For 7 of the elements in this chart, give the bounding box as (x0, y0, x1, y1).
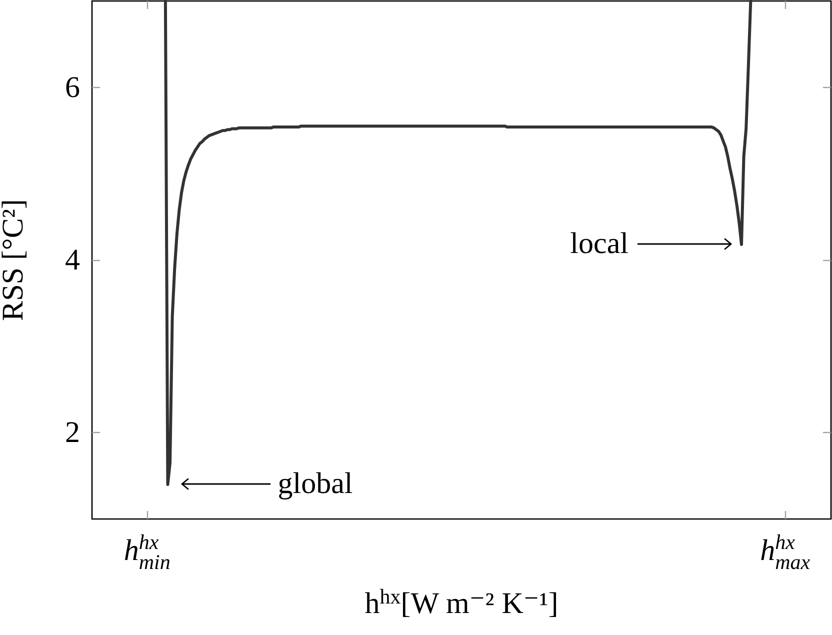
y-axis-title: RSS [°C²] (0, 199, 30, 321)
y-tick-label: 4 (65, 244, 80, 276)
annotation: local (570, 227, 628, 260)
annotation: global (278, 467, 353, 500)
y-tick-label: 6 (65, 70, 80, 104)
x-axis-title: h$^{hx}$[W m⁻² K⁻¹] (364, 584, 558, 620)
y-tick-label: 2 (65, 416, 80, 450)
